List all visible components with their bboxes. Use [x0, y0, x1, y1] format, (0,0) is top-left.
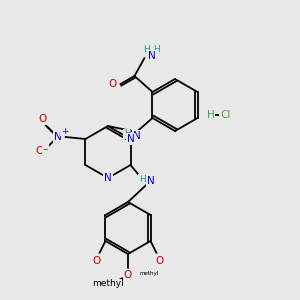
- Text: O: O: [155, 256, 164, 266]
- Text: H: H: [139, 175, 146, 184]
- Text: N: N: [104, 173, 112, 183]
- Text: +: +: [61, 127, 68, 136]
- Text: methyl: methyl: [92, 280, 124, 289]
- Text: O: O: [124, 270, 132, 280]
- Text: O: O: [92, 256, 101, 266]
- Text: methyl: methyl: [140, 271, 159, 276]
- Text: N: N: [133, 131, 140, 141]
- Text: N: N: [127, 134, 134, 144]
- Text: O: O: [35, 146, 44, 156]
- Text: Cl: Cl: [220, 110, 230, 120]
- Text: N: N: [147, 176, 154, 186]
- Text: N: N: [148, 51, 155, 61]
- Text: O: O: [38, 114, 46, 124]
- Text: O: O: [108, 79, 117, 89]
- Text: H: H: [124, 130, 130, 139]
- Text: N: N: [54, 132, 61, 142]
- Text: –: –: [43, 144, 48, 154]
- Text: H: H: [153, 46, 160, 55]
- Text: H: H: [207, 110, 215, 120]
- Text: H: H: [143, 46, 150, 55]
- Text: O: O: [124, 271, 132, 281]
